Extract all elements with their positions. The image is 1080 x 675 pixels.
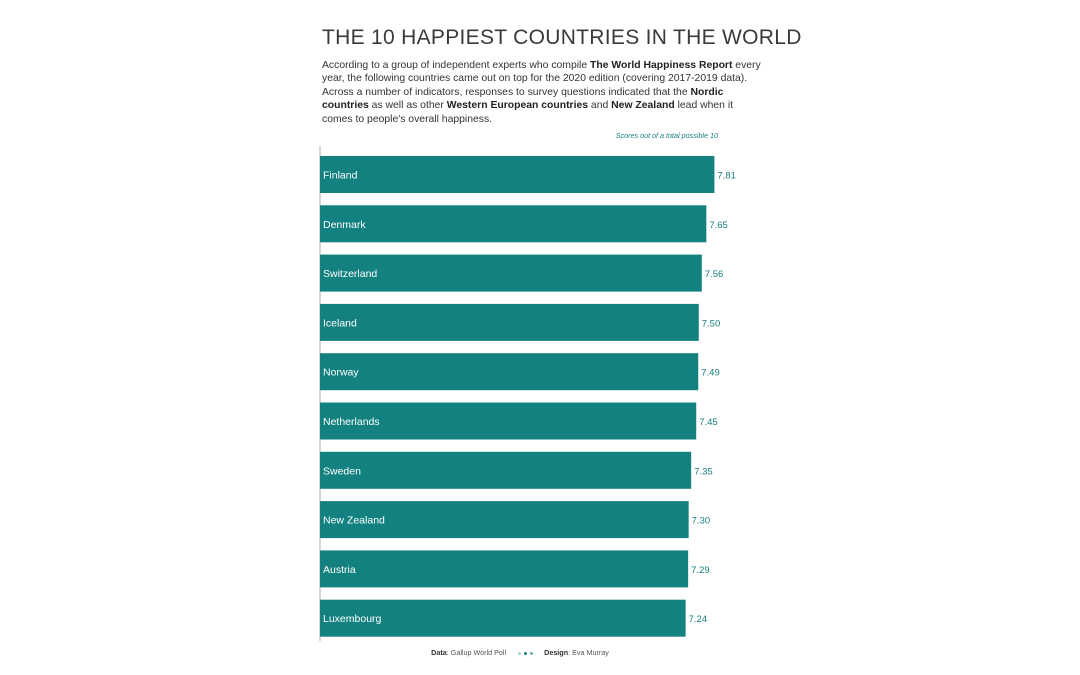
category-label: Finland: [323, 170, 358, 182]
footer-data-source: : Gallup World Poll: [446, 648, 507, 657]
footer-dot: [529, 651, 533, 655]
category-label: Denmark: [323, 219, 366, 231]
category-label: Netherlands: [323, 416, 380, 428]
intro-text-1: According to a group of independent expe…: [322, 60, 591, 71]
intro-text-2: every year, the following countries came…: [322, 60, 761, 98]
value-label: 7.45: [699, 417, 718, 428]
chart-footer: Data: Gallup World Poll Design: Eva Murr…: [320, 648, 720, 657]
score-note: Scores out of a total possible 10: [615, 131, 718, 140]
bar-austria: [320, 550, 689, 588]
bar-luxembourg: [320, 599, 686, 637]
bar-new-zealand: [320, 501, 689, 539]
category-label: Switzerland: [323, 268, 377, 280]
bar-norway: [320, 353, 699, 391]
value-label: 7.56: [705, 269, 724, 280]
footer-dot: [523, 651, 527, 655]
footer-design-label: Design: [544, 648, 569, 657]
intro-bold-western: Western European countries: [446, 100, 589, 112]
value-label: 7.81: [717, 171, 736, 182]
category-label: Iceland: [323, 317, 357, 329]
footer-dots: [516, 648, 536, 657]
bar-finland: [320, 156, 715, 193]
intro-bold-nz: New Zealand: [611, 100, 675, 112]
footer-design-credit: : Eva Murray: [568, 648, 609, 657]
footer-dot: [517, 651, 521, 655]
chart-title: THE 10 HAPPIEST COUNTRIES IN THE WORLD: [322, 26, 802, 49]
intro-bold-nordic: Nordic countries: [322, 86, 724, 112]
bar-netherlands: [320, 402, 697, 440]
bar-sweden: [320, 451, 692, 489]
value-label: 7.49: [701, 368, 720, 379]
category-label: Norway: [323, 367, 359, 379]
bar-switzerland: [320, 254, 702, 292]
intro-text-5: lead when it comes to people's overall h…: [322, 100, 734, 125]
value-label: 7.29: [691, 565, 710, 576]
bar-iceland: [320, 303, 699, 341]
intro-text-3: as well as other: [368, 100, 447, 112]
value-label: 7.35: [694, 466, 713, 477]
intro-bold-report: The World Happiness Report: [590, 60, 733, 71]
value-label: 7.50: [702, 318, 721, 329]
value-label: 7.30: [692, 516, 711, 527]
value-label: 7.24: [689, 614, 708, 625]
category-label: Austria: [323, 564, 356, 576]
bar-denmark: [320, 205, 707, 243]
value-label: 7.65: [709, 220, 728, 231]
intro-text-4: and: [588, 100, 612, 112]
category-label: Luxembourg: [323, 613, 382, 625]
footer-data-label: Data: [431, 648, 447, 657]
chart-description: According to a group of independent expe…: [322, 59, 762, 126]
category-label: Sweden: [323, 465, 361, 477]
category-label: New Zealand: [323, 515, 385, 527]
